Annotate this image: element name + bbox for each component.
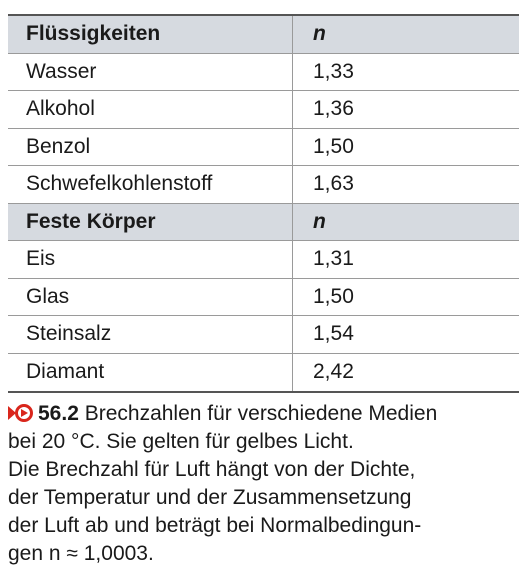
label-cell: Alkohol: [8, 91, 293, 128]
value-cell: 1,54: [313, 322, 354, 346]
label-cell: Feste Körper: [8, 203, 293, 240]
value-cell: 1,50: [313, 134, 354, 158]
label-cell: Flüssigkeiten: [8, 16, 293, 53]
header-row: Flüssigkeiten n: [8, 16, 519, 54]
caption-line: bei 20 °C. Sie gelten für gelbes Licht.: [8, 430, 354, 453]
value-cell: 1,50: [313, 284, 354, 308]
table-row: Wasser 1,33: [8, 53, 519, 91]
label-cell: Eis: [8, 241, 293, 278]
caption-first-line: 56.2 Brechzahlen für verschiedene Medien: [8, 400, 523, 428]
value-cell: 1,36: [313, 97, 354, 121]
table-row: Diamant 2,42: [8, 353, 519, 391]
table-row: Eis 1,31: [8, 241, 519, 279]
value-cell: n: [313, 209, 326, 233]
label-cell: Wasser: [8, 53, 293, 90]
table-row: Benzol 1,50: [8, 128, 519, 166]
caption: 56.2 Brechzahlen für verschiedene Medien…: [8, 400, 523, 568]
caption-line: der Temperatur und der Zusammensetzung: [8, 486, 412, 509]
caption-line: gen n ≈ 1,0003.: [8, 542, 154, 565]
label-cell: Schwefelkohlenstoff: [8, 166, 293, 203]
value-cell: 1,63: [313, 172, 354, 196]
figure-icon: [8, 404, 33, 422]
figure-number: 56.2: [38, 402, 79, 425]
header-row: Feste Körper n: [8, 203, 519, 241]
value-cell: 1,33: [313, 59, 354, 83]
caption-line: der Luft ab und beträgt bei Normalbeding…: [8, 514, 422, 537]
caption-line: Die Brechzahl für Luft hängt von der Dic…: [8, 458, 416, 481]
table-row: Steinsalz 1,54: [8, 316, 519, 354]
label-cell: Diamant: [8, 353, 293, 391]
label-cell: Benzol: [8, 128, 293, 165]
label-cell: Glas: [8, 278, 293, 315]
table-row: Schwefelkohlenstoff 1,63: [8, 166, 519, 204]
value-cell: 1,31: [313, 247, 354, 271]
caption-line: Brechzahlen für verschiedene Medien: [84, 402, 438, 425]
table: Flüssigkeiten n Wasser 1,33 Alkohol 1,36 Benzo…: [8, 14, 519, 393]
table-row: Glas 1,50: [8, 278, 519, 316]
value-cell: 2,42: [313, 360, 354, 384]
value-cell: n: [313, 22, 326, 46]
table-row: Alkohol 1,36: [8, 91, 519, 129]
label-cell: Steinsalz: [8, 316, 293, 353]
